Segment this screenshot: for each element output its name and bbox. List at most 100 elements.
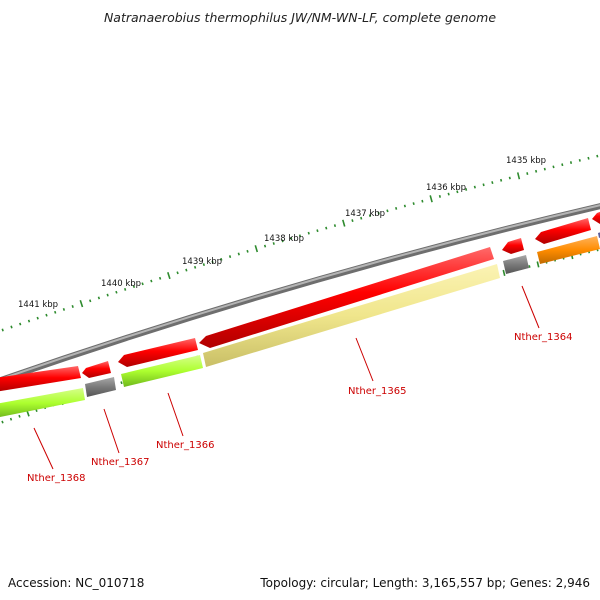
outer-tick-13 — [106, 293, 109, 297]
outer-tick-16 — [132, 285, 136, 289]
gene-labels: Nther_1364 Nther_1365 Nther_1366 Nther_1… — [27, 332, 572, 484]
outer-tick-57 — [491, 181, 494, 185]
outer-tick-48 — [412, 202, 415, 206]
scale-label-1438: 1438 kbp — [264, 234, 304, 244]
cds-arrow-1364b[interactable] — [535, 218, 591, 244]
outer-tick-20 — [167, 271, 171, 280]
outer-tick-40 — [342, 219, 346, 227]
outer-tick-29 — [246, 249, 249, 253]
scale-label-1436: 1436 kbp — [426, 183, 466, 193]
inner-tick-5 — [35, 409, 38, 413]
inner-tick-64 — [536, 261, 540, 268]
outer-tick-30 — [254, 245, 259, 253]
inner-tick-4 — [26, 410, 30, 417]
cds-arrow-1368[interactable] — [0, 366, 81, 392]
outer-tick-45 — [386, 209, 389, 213]
outer-tick-54 — [465, 188, 468, 191]
outer-tick-53 — [456, 190, 459, 194]
outer-tick-63 — [543, 167, 546, 171]
outer-tick-1 — [1, 328, 4, 332]
outer-tick-27 — [228, 255, 232, 259]
outer-tick-47 — [403, 204, 406, 208]
gene-label-1365[interactable]: Nther_1365 — [348, 386, 406, 397]
outer-tick-21 — [176, 271, 179, 275]
genome-backbone — [0, 203, 600, 384]
outer-tick-4 — [27, 319, 31, 323]
label-leaders — [33, 285, 540, 470]
leader-1366 — [167, 392, 184, 437]
outer-tick-52 — [447, 192, 450, 196]
outer-tick-58 — [500, 178, 503, 182]
feature-1365[interactable] — [203, 264, 500, 367]
outer-tick-37 — [316, 229, 319, 233]
outer-tick-25 — [211, 260, 214, 264]
cds-arrow-1366[interactable] — [118, 338, 198, 367]
cds-arrow-1364a[interactable] — [502, 238, 524, 254]
genome-backbone-highlight — [0, 204, 600, 381]
feature-1366[interactable] — [121, 355, 203, 387]
outer-tick-10 — [79, 300, 84, 308]
scale-label-1437: 1437 kbp — [345, 209, 385, 219]
outer-tick-9 — [71, 305, 74, 308]
cds-arrow-1367[interactable] — [82, 361, 111, 378]
map-title: Natranaerobius thermophilus JW/NM-WN-LF,… — [104, 10, 496, 25]
gene-label-1368[interactable]: Nther_1368 — [27, 473, 85, 484]
cds-arrow-next[interactable] — [592, 210, 600, 224]
feature-1364[interactable] — [537, 236, 600, 264]
outer-tick-31 — [263, 244, 267, 248]
scale-label-1440: 1440 kbp — [101, 279, 141, 289]
outer-tick-43 — [368, 214, 372, 218]
inner-tick-63 — [528, 265, 531, 268]
leader-1367 — [103, 408, 120, 454]
feature-1364-grey[interactable] — [503, 255, 529, 274]
outer-tick-12 — [97, 296, 101, 300]
scale-labels: 1435 kbp 1436 kbp 1437 kbp 1438 kbp 1439… — [18, 156, 546, 310]
outer-tick-24 — [202, 263, 205, 267]
feature-1368[interactable] — [0, 388, 85, 418]
outer-tick-2 — [10, 325, 13, 329]
gene-label-1364[interactable]: Nther_1364 — [514, 332, 572, 343]
outer-tick-15 — [124, 287, 127, 291]
outer-tick-51 — [438, 195, 441, 198]
feature-track — [0, 232, 600, 418]
outer-tick-50 — [429, 195, 433, 203]
outer-tick-41 — [351, 219, 354, 223]
outer-tick-59 — [508, 176, 511, 180]
outer-tick-68 — [587, 156, 590, 160]
outer-tick-62 — [535, 169, 538, 173]
inner-tick-3 — [18, 414, 21, 418]
outer-tick-8 — [62, 307, 66, 311]
outer-tick-28 — [237, 252, 240, 256]
outer-tick-49 — [421, 199, 424, 203]
outer-tick-3 — [19, 322, 22, 326]
gene-label-1366[interactable]: Nther_1366 — [156, 440, 214, 451]
outer-tick-14 — [115, 290, 118, 294]
accession-text: Accession: NC_010718 — [8, 576, 144, 590]
outer-tick-64 — [552, 165, 555, 169]
outer-tick-66 — [569, 161, 573, 164]
leader-1364 — [521, 285, 540, 329]
genome-summary-text: Topology: circular; Length: 3,165,557 bp… — [259, 576, 590, 590]
outer-tick-19 — [158, 276, 162, 280]
inner-tick-60 — [502, 269, 506, 276]
outer-tick-39 — [333, 224, 337, 228]
outer-tick-6 — [45, 313, 48, 317]
outer-tick-42 — [360, 216, 363, 220]
outer-tick-65 — [561, 163, 564, 167]
gene-label-1367[interactable]: Nther_1367 — [91, 457, 149, 468]
outer-tick-23 — [193, 265, 197, 269]
outer-tick-26 — [220, 257, 223, 261]
leader-1368 — [33, 427, 54, 470]
inner-tick-15 — [120, 381, 123, 385]
inner-tick-2 — [9, 417, 13, 421]
outer-tick-61 — [526, 172, 529, 175]
scale-label-1439: 1439 kbp — [182, 257, 222, 267]
cds-arrow-1365[interactable] — [199, 247, 494, 348]
outer-tick-55 — [473, 185, 476, 189]
outer-tick-17 — [141, 282, 144, 286]
outer-tick-11 — [89, 299, 92, 303]
inner-tick-1 — [1, 420, 4, 424]
feature-1367[interactable] — [85, 377, 116, 397]
outer-tick-35 — [298, 234, 302, 238]
